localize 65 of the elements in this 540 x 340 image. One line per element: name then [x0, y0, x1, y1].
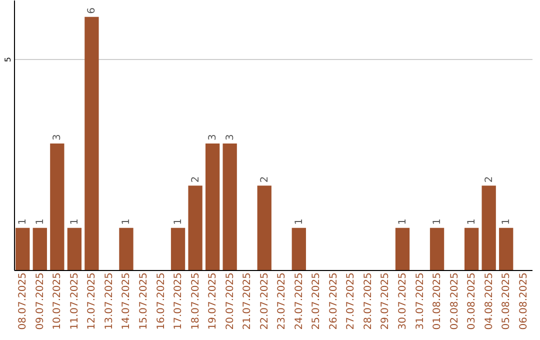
- bar: [499, 228, 514, 270]
- data-label: 2: [484, 176, 495, 183]
- data-label: 1: [501, 218, 512, 225]
- data-label: 2: [259, 176, 270, 183]
- bar: [67, 228, 82, 270]
- data-label: 1: [121, 218, 132, 225]
- x-tick-label: 26.07.2025: [328, 272, 340, 330]
- data-label: 1: [398, 218, 408, 225]
- x-tick-label: 28.07.2025: [362, 272, 374, 330]
- x-tick-label: 04.08.2025: [484, 272, 495, 330]
- x-tick-label: 11.07.2025: [69, 272, 80, 330]
- x-tick-label: 29.07.2025: [380, 272, 392, 330]
- bar: [188, 186, 202, 270]
- data-label: 1: [18, 218, 29, 225]
- data-label: 1: [294, 218, 305, 225]
- x-tick-label: 24.07.2025: [294, 272, 305, 330]
- x-tick-label: 08.07.2025: [18, 272, 29, 330]
- bar: [222, 143, 237, 270]
- bar: [119, 228, 134, 270]
- bar: [430, 228, 444, 270]
- data-label: 3: [208, 134, 219, 140]
- x-tick-label: 16.07.2025: [156, 272, 167, 330]
- data-label: 1: [432, 218, 444, 225]
- x-tick-label: 22.07.2025: [259, 272, 270, 330]
- x-tick-label: 02.08.2025: [449, 272, 460, 330]
- x-tick-label: 27.07.2025: [346, 272, 357, 330]
- x-tick-label: 05.08.2025: [501, 272, 512, 330]
- x-tick-label: 13.07.2025: [104, 272, 115, 330]
- x-tick-label: 20.07.2025: [224, 272, 236, 330]
- bar: [84, 16, 99, 270]
- x-tick-label: 23.07.2025: [276, 272, 288, 330]
- data-label: 6: [86, 8, 98, 14]
- x-tick-label: 12.07.2025: [86, 272, 98, 330]
- bar: [16, 228, 30, 270]
- x-tick-label: 17.07.2025: [173, 272, 184, 330]
- x-tick-label: 31.07.2025: [414, 272, 426, 330]
- x-tick-label: 18.07.2025: [190, 272, 202, 330]
- bar: [292, 228, 306, 270]
- data-label: 3: [52, 134, 64, 140]
- x-tick-label: 25.07.2025: [311, 272, 322, 330]
- bar: [482, 186, 496, 270]
- data-label: 3: [224, 134, 236, 140]
- data-label: 1: [34, 218, 46, 225]
- x-tick-label: 03.08.2025: [466, 272, 478, 330]
- bar: [50, 143, 64, 270]
- x-tick-label: 09.07.2025: [34, 272, 46, 330]
- data-label: 1: [173, 218, 184, 225]
- data-label: 1: [69, 218, 80, 225]
- bar: [205, 143, 220, 270]
- data-label: 1: [466, 218, 478, 225]
- y-tick-label: 5: [4, 57, 12, 62]
- x-tick-label: 06.08.2025: [518, 272, 530, 330]
- bar: [395, 228, 410, 270]
- x-tick-label: 30.07.2025: [398, 272, 408, 330]
- bar: [32, 228, 47, 270]
- bar: [464, 228, 479, 270]
- x-tick-label: 01.08.2025: [432, 272, 444, 330]
- x-tick-label: 19.07.2025: [208, 272, 219, 330]
- x-tick-label: 15.07.2025: [138, 272, 150, 330]
- x-tick-label: 10.07.2025: [52, 272, 64, 330]
- x-tick-label: 21.07.2025: [242, 272, 254, 330]
- bar: [257, 186, 272, 270]
- x-tick-label: 14.07.2025: [121, 272, 132, 330]
- bar: [170, 228, 186, 270]
- data-label: 2: [190, 176, 202, 183]
